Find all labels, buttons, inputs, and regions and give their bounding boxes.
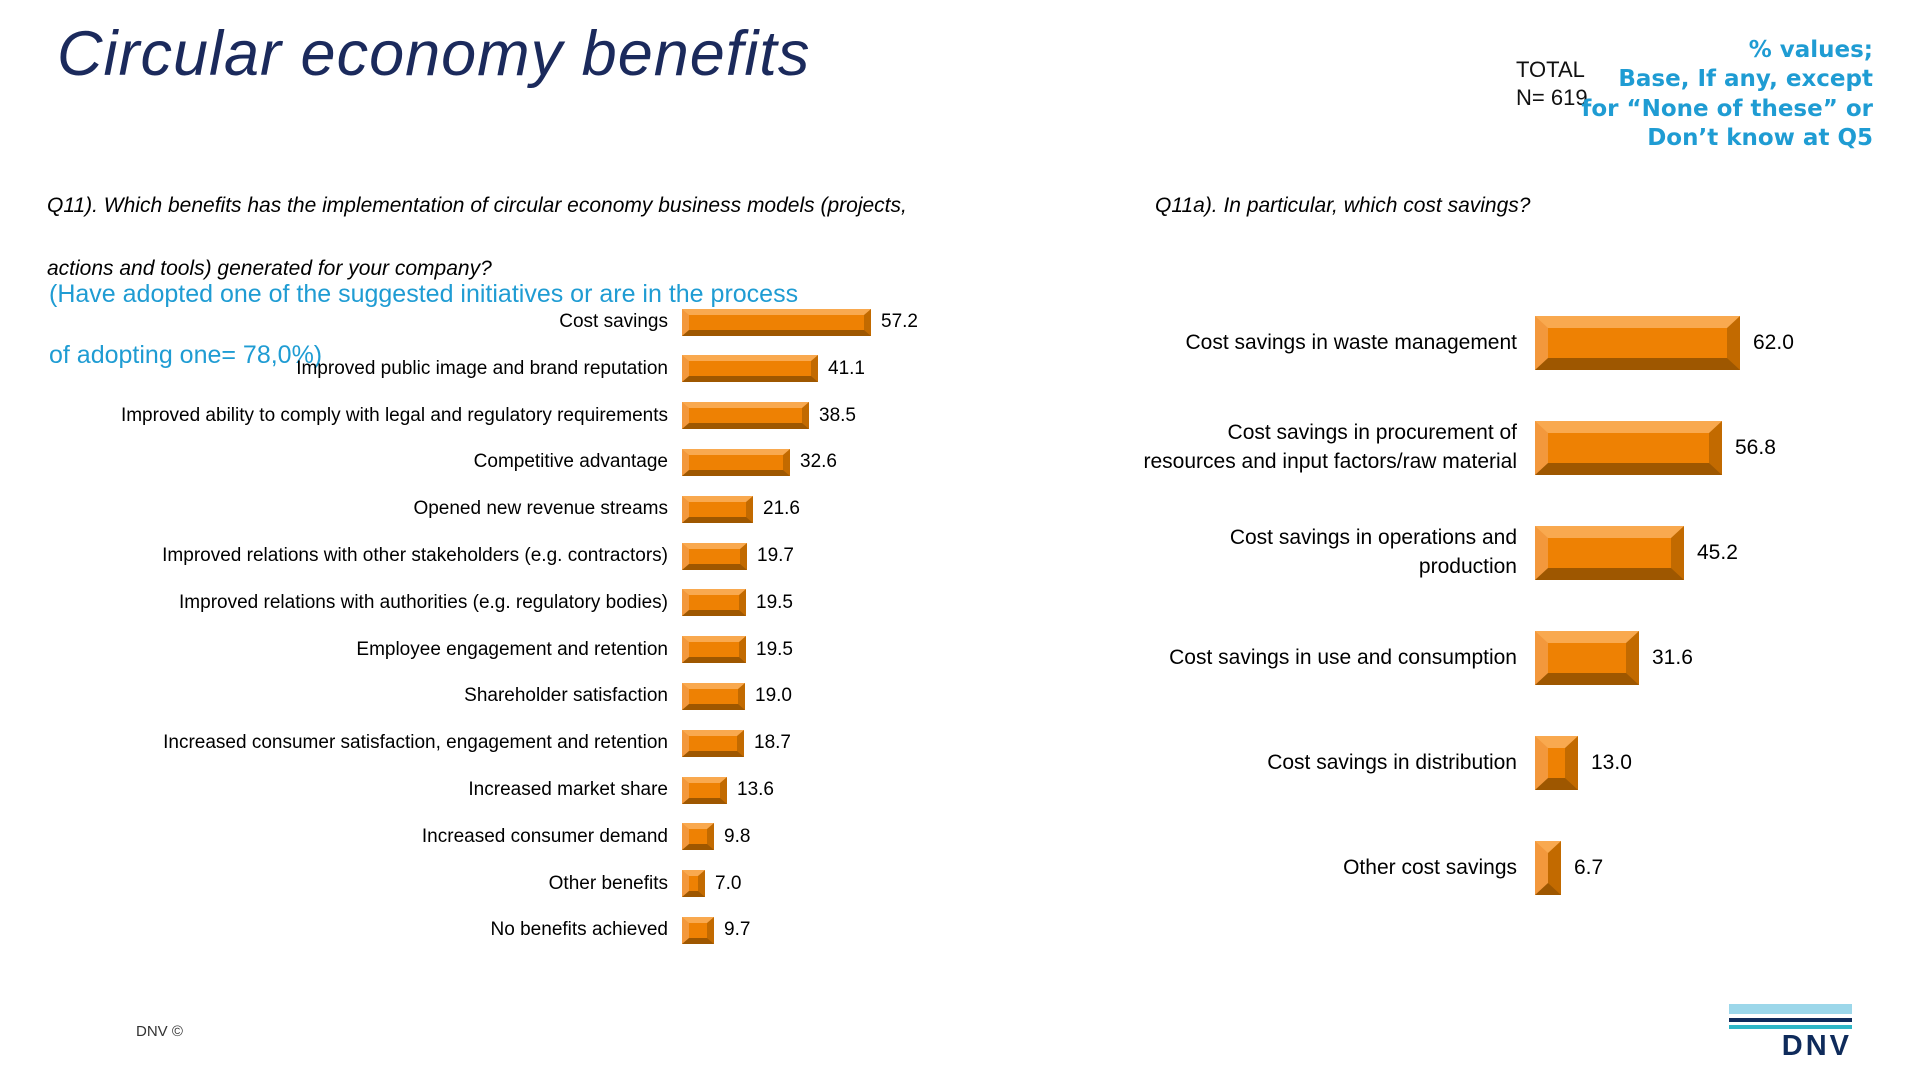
question-q11a: Q11a). In particular, which cost savings… bbox=[1155, 158, 1530, 253]
dnv-logo: DNV bbox=[1729, 1004, 1852, 1061]
footer-copyright: DNV © bbox=[136, 1023, 183, 1040]
bar bbox=[682, 402, 809, 430]
bar bbox=[682, 495, 753, 523]
bar-category-label: Cost savings in distribution bbox=[1267, 750, 1517, 774]
bar-value-label: 13.6 bbox=[737, 779, 774, 800]
bar-value-label: 19.5 bbox=[756, 591, 793, 613]
chart-row: Improved relations with authorities (e.g… bbox=[0, 589, 793, 617]
bar-category-label: Other benefits bbox=[548, 872, 668, 894]
chart-row: Opened new revenue streams 21.6 bbox=[0, 495, 800, 523]
question-q11-line: Q11). Which benefits has the implementat… bbox=[47, 193, 907, 217]
bar-value-label: 32.6 bbox=[800, 451, 837, 473]
logo-stripe-teal bbox=[1729, 1025, 1852, 1029]
bar bbox=[682, 916, 714, 944]
bar bbox=[682, 542, 747, 570]
bar bbox=[682, 448, 790, 476]
bar bbox=[682, 870, 705, 898]
bar bbox=[682, 823, 714, 851]
bar-value-label: 9.7 bbox=[724, 919, 751, 941]
question-q11a-line: Q11a). In particular, which cost savings… bbox=[1155, 193, 1531, 217]
total-base-label: TOTAL N= 619 bbox=[1516, 56, 1588, 111]
bar-category-label: Cost savings in waste management bbox=[1185, 330, 1518, 354]
logo-wordmark: DNV bbox=[1781, 1030, 1852, 1062]
chart-row: Employee engagement and retention 19.5 bbox=[0, 636, 793, 664]
question-q11: Q11). Which benefits has the implementat… bbox=[47, 158, 907, 316]
bar bbox=[682, 636, 746, 664]
bar-category-label: Cost savings in procurement of resources… bbox=[1143, 421, 1518, 473]
bar bbox=[682, 729, 744, 757]
chart-row: Increased market share 13.6 bbox=[0, 776, 774, 804]
base-exception-note: % values; Base, If any, except for “None… bbox=[1581, 36, 1873, 154]
adoption-note-line: (Have adopted one of the suggested initi… bbox=[49, 279, 799, 308]
bar bbox=[682, 682, 745, 710]
bar-category-label: Increased consumer demand bbox=[421, 825, 668, 847]
note-line: for “None of these” or bbox=[1581, 95, 1873, 122]
chart-row: Cost savings in operations and productio… bbox=[960, 526, 1738, 580]
chart-row: Cost savings in use and consumption 31.6 bbox=[960, 631, 1693, 685]
bar bbox=[1535, 736, 1578, 790]
chart-row: No benefits achieved 9.7 bbox=[0, 916, 751, 944]
bar-category-label: Improved ability to comply with legal an… bbox=[120, 404, 668, 426]
bar-category-label: Employee engagement and retention bbox=[356, 638, 668, 660]
chart-row: Shareholder satisfaction 19.0 bbox=[0, 682, 792, 710]
chart-row: Cost savings in waste management 62.0 bbox=[960, 316, 1794, 370]
chart-row: Increased consumer satisfaction, engagem… bbox=[0, 729, 791, 757]
bar-category-label: No benefits achieved bbox=[490, 919, 668, 941]
chart-row: Competitive advantage 32.6 bbox=[0, 448, 837, 476]
bar-category-label: Improved relations with other stakeholde… bbox=[162, 545, 668, 566]
bar-value-label: 6.7 bbox=[1574, 856, 1604, 879]
bar-category-label: Increased consumer satisfaction, engagem… bbox=[163, 732, 668, 754]
bar-category-label: Improved relations with authorities (e.g… bbox=[179, 591, 668, 613]
bar bbox=[1535, 631, 1639, 685]
bar-value-label: 21.6 bbox=[763, 498, 800, 520]
bar-value-label: 41.1 bbox=[828, 357, 865, 379]
bar-category-label: Other cost savings bbox=[1343, 855, 1517, 879]
chart-row: Other cost savings 6.7 bbox=[960, 841, 1603, 895]
bar-category-label: Cost savings in operations and productio… bbox=[1229, 526, 1517, 578]
bar-value-label: 13.0 bbox=[1591, 751, 1632, 774]
bar bbox=[1535, 421, 1722, 475]
bar-value-label: 7.0 bbox=[715, 872, 742, 894]
bar-category-label: Shareholder satisfaction bbox=[464, 685, 668, 707]
bar-value-label: 56.8 bbox=[1735, 436, 1776, 459]
bar-category-label: Competitive advantage bbox=[473, 451, 668, 473]
total-n: N= 619 bbox=[1516, 84, 1588, 110]
bar-value-label: 19.5 bbox=[756, 638, 793, 660]
bar-category-label: Opened new revenue streams bbox=[413, 498, 668, 520]
bar-value-label: 38.5 bbox=[819, 404, 856, 426]
chart-row: Improved relations with other stakeholde… bbox=[0, 542, 794, 570]
total-label: TOTAL bbox=[1516, 57, 1585, 82]
question-q11-line: actions and tools) generated for your co… bbox=[47, 256, 492, 280]
logo-stripe-lightblue bbox=[1729, 1004, 1852, 1014]
bar-category-label: Cost savings in use and consumption bbox=[1169, 645, 1517, 669]
chart-row: Cost savings in procurement of resources… bbox=[960, 421, 1776, 475]
bar-category-label: Increased market share bbox=[468, 779, 668, 800]
bar-value-label: 31.6 bbox=[1652, 646, 1693, 669]
note-line: % values; bbox=[1748, 37, 1873, 63]
bar bbox=[1535, 316, 1740, 370]
adoption-note-line: of adopting one= 78,0%) bbox=[49, 340, 323, 369]
chart-row: Increased consumer demand 9.8 bbox=[0, 823, 751, 851]
bar-value-label: 9.8 bbox=[724, 825, 751, 847]
bar bbox=[682, 776, 727, 804]
logo-stripe-navy bbox=[1729, 1018, 1852, 1022]
bar bbox=[1535, 841, 1561, 895]
chart-row: Other benefits 7.0 bbox=[0, 870, 742, 898]
note-line: Don’t know at Q5 bbox=[1647, 125, 1873, 152]
bar-value-label: 18.7 bbox=[754, 732, 791, 754]
bar bbox=[682, 589, 746, 617]
bar-value-label: 19.7 bbox=[757, 545, 794, 566]
bar-value-label: 19.0 bbox=[755, 685, 792, 707]
page-title: Circular economy benefits bbox=[57, 19, 811, 89]
chart-row: Cost savings in distribution 13.0 bbox=[960, 736, 1632, 790]
note-line: Base, If any, except bbox=[1618, 66, 1873, 93]
bar-value-label: 62.0 bbox=[1753, 331, 1794, 354]
bar-value-label: 45.2 bbox=[1697, 541, 1738, 564]
chart-row: Improved ability to comply with legal an… bbox=[0, 402, 856, 430]
bar bbox=[1535, 526, 1684, 580]
adoption-note: (Have adopted one of the suggested initi… bbox=[49, 248, 798, 401]
